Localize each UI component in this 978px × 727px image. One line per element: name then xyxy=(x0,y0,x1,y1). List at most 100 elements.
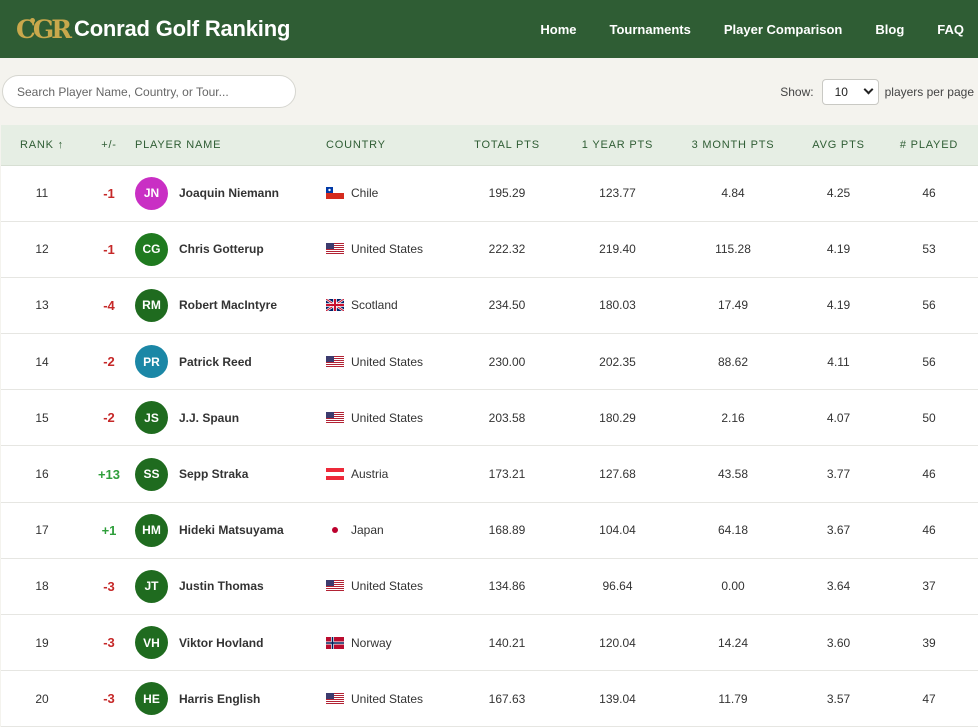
col-header-country[interactable]: COUNTRY xyxy=(326,125,448,166)
three-month-pts-cell: 4.84 xyxy=(669,165,797,222)
norway-flag-icon xyxy=(326,636,344,649)
avatar: JN xyxy=(135,176,168,210)
avatar: JT xyxy=(135,569,168,603)
col-header-total-pts[interactable]: TOTAL PTS xyxy=(448,125,566,166)
played-cell: 39 xyxy=(880,614,978,672)
japan-flag-icon xyxy=(326,524,344,537)
table-row[interactable]: 15 -2 JS J.J. Spaun United States 203.58 180.2… xyxy=(1,389,978,447)
played-cell: 50 xyxy=(880,389,978,447)
table-row[interactable]: 17 +1 HM Hideki Matsuyama Japan 168.89 104.04 6… xyxy=(1,502,978,559)
year-pts-cell: 120.04 xyxy=(566,614,669,672)
avatar: PR xyxy=(135,345,168,379)
cgr-logo-mark: CGR xyxy=(16,14,72,44)
player-name-link[interactable]: Harris English xyxy=(179,691,261,706)
rank-change-cell: -2 xyxy=(83,389,135,447)
table-row[interactable]: 11 -1 JN Joaquin Niemann Chile 195.29 123.77 4.… xyxy=(1,165,978,222)
us-flag-icon xyxy=(326,355,344,368)
player-name-link[interactable]: Sepp Straka xyxy=(179,467,249,482)
avatar: VH xyxy=(135,626,168,660)
year-pts-cell: 180.03 xyxy=(566,277,669,335)
player-cell: CG Chris Gotterup xyxy=(135,221,326,278)
three-month-pts-cell: 43.58 xyxy=(669,445,797,503)
country-name: Norway xyxy=(351,635,392,650)
played-cell: 56 xyxy=(880,277,978,335)
total-pts-cell: 134.86 xyxy=(448,558,566,616)
total-pts-cell: 167.63 xyxy=(448,670,566,727)
three-month-pts-cell: 17.49 xyxy=(669,277,797,335)
nav-player-comparison[interactable]: Player Comparison xyxy=(723,21,843,37)
three-month-pts-cell: 2.16 xyxy=(669,389,797,447)
player-name-link[interactable]: J.J. Spaun xyxy=(179,410,240,425)
rank-change-cell: -4 xyxy=(83,277,135,335)
avg-pts-cell: 4.25 xyxy=(797,165,880,222)
table-row[interactable]: 16 +13 SS Sepp Straka Austria 173.21 127.68 43.… xyxy=(1,445,978,503)
player-name-link[interactable]: Justin Thomas xyxy=(179,579,264,594)
player-name-link[interactable]: Robert MacIntyre xyxy=(179,298,278,313)
player-name-link[interactable]: Viktor Hovland xyxy=(179,635,264,650)
player-cell: RM Robert MacIntyre xyxy=(135,277,326,335)
avg-pts-cell: 3.67 xyxy=(797,502,880,559)
col-header-played[interactable]: # PLAYED xyxy=(880,125,978,166)
col-header-rank[interactable]: RANK ↑ xyxy=(1,125,83,166)
player-cell: JT Justin Thomas xyxy=(135,558,326,616)
year-pts-cell: 127.68 xyxy=(566,445,669,503)
total-pts-cell: 173.21 xyxy=(448,445,566,503)
country-name: United States xyxy=(351,354,424,369)
site-logo[interactable]: CGR Conrad Golf Ranking xyxy=(16,15,290,44)
country-name: United States xyxy=(351,242,424,257)
country-name: Austria xyxy=(351,467,389,482)
rank-change-cell: -3 xyxy=(83,614,135,672)
rankings-table: RANK ↑ +/- PLAYER NAME COUNTRY TOTAL PTS… xyxy=(1,125,978,727)
country-cell: United States xyxy=(326,221,448,278)
player-name-link[interactable]: Hideki Matsuyama xyxy=(179,523,284,538)
avatar: RM xyxy=(135,288,168,322)
country-name: Japan xyxy=(351,523,384,538)
site-title[interactable]: Conrad Golf Ranking xyxy=(74,16,291,41)
table-row[interactable]: 20 -3 HE Harris English United States 167.63 1… xyxy=(1,670,978,727)
rank-cell: 12 xyxy=(1,221,83,278)
nav-home[interactable]: Home xyxy=(540,21,577,37)
avatar: JS xyxy=(135,401,168,435)
year-pts-cell: 96.64 xyxy=(566,558,669,616)
avg-pts-cell: 3.60 xyxy=(797,614,880,672)
per-page-suffix: players per page xyxy=(884,84,974,99)
rank-cell: 20 xyxy=(1,670,83,727)
total-pts-cell: 168.89 xyxy=(448,502,566,559)
table-row[interactable]: 18 -3 JT Justin Thomas United States 134.86 96… xyxy=(1,558,978,616)
country-name: United States xyxy=(351,410,424,425)
three-month-pts-cell: 11.79 xyxy=(669,670,797,727)
three-month-pts-cell: 14.24 xyxy=(669,614,797,672)
country-cell: Japan xyxy=(326,502,448,559)
rank-change-cell: -2 xyxy=(83,333,135,391)
show-label: Show: xyxy=(780,84,814,99)
player-cell: HM Hideki Matsuyama xyxy=(135,502,326,559)
player-name-link[interactable]: Patrick Reed xyxy=(179,354,252,369)
player-name-link[interactable]: Chris Gotterup xyxy=(179,242,264,257)
table-header-row: RANK ↑ +/- PLAYER NAME COUNTRY TOTAL PTS… xyxy=(1,125,978,166)
rank-change-cell: +13 xyxy=(83,445,135,503)
table-row[interactable]: 14 -2 PR Patrick Reed United States 230.00 202… xyxy=(1,333,978,391)
table-row[interactable]: 12 -1 CG Chris Gotterup United States 222.32 2… xyxy=(1,221,978,278)
played-cell: 46 xyxy=(880,165,978,222)
country-cell: United States xyxy=(326,333,448,391)
col-header-change[interactable]: +/- xyxy=(83,125,135,166)
total-pts-cell: 234.50 xyxy=(448,277,566,335)
avg-pts-cell: 3.77 xyxy=(797,445,880,503)
col-header-3-month-pts[interactable]: 3 MONTH PTS xyxy=(669,125,797,166)
nav-faq[interactable]: FAQ xyxy=(937,21,964,37)
nav-tournaments[interactable]: Tournaments xyxy=(609,21,691,37)
country-cell: United States xyxy=(326,558,448,616)
table-row[interactable]: 13 -4 RM Robert MacIntyre Scotland 234.50 180.… xyxy=(1,277,978,335)
col-header-avg-pts[interactable]: AVG PTS xyxy=(797,125,880,166)
search-input[interactable] xyxy=(2,75,296,108)
three-month-pts-cell: 64.18 xyxy=(669,502,797,559)
nav-blog[interactable]: Blog xyxy=(875,21,905,37)
col-header-1-year-pts[interactable]: 1 YEAR PTS xyxy=(566,125,669,166)
per-page-select[interactable]: 10 xyxy=(821,78,879,105)
rank-cell: 19 xyxy=(1,614,83,672)
player-name-link[interactable]: Joaquin Niemann xyxy=(179,186,280,201)
table-row[interactable]: 19 -3 VH Viktor Hovland Norway 140.21 120.04 14… xyxy=(1,614,978,672)
us-flag-icon xyxy=(326,411,344,424)
col-header-player-name[interactable]: PLAYER NAME xyxy=(135,125,326,166)
us-flag-icon xyxy=(326,243,344,256)
